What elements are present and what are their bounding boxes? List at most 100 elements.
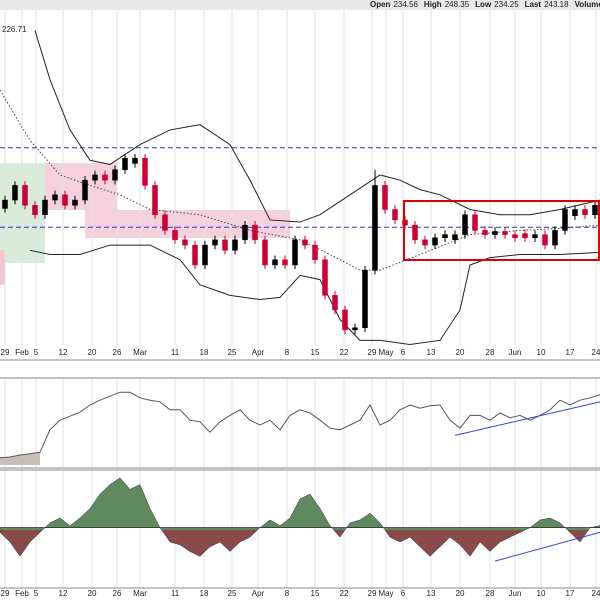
price-panel	[0, 30, 600, 346]
x-tick-label: 20	[456, 348, 465, 357]
candle-body	[482, 230, 488, 235]
candle-body	[262, 239, 268, 266]
candle-body	[382, 185, 388, 210]
x-tick-label: 25	[228, 348, 237, 357]
candle-body	[422, 239, 428, 246]
zone	[0, 250, 5, 285]
grid: 29 29 Feb Feb 5 5 12 12 20 20 26 26 Mar Mar 11 11 18 18 25…	[1, 10, 600, 598]
header-label: Low	[475, 0, 492, 9]
x-tick-label: 20	[88, 589, 97, 598]
candle-body	[152, 185, 158, 215]
histogram-area	[0, 530, 589, 557]
x-tick-label: 24	[592, 589, 600, 598]
x-tick-label: 17	[566, 589, 575, 598]
x-tick-label: 28	[486, 348, 495, 357]
candle-body	[22, 185, 28, 206]
x-tick-label: 11	[171, 589, 180, 598]
x-tick-label: 22	[340, 589, 349, 598]
x-tick-label: 20	[88, 348, 97, 357]
header-value: 234.25	[494, 0, 519, 9]
candle-body	[502, 231, 508, 235]
candle-body	[442, 234, 448, 238]
x-tick-label: Apr	[252, 348, 265, 357]
x-tick-label: 15	[311, 589, 320, 598]
x-tick-label: 24	[592, 348, 600, 357]
x-tick-label: Feb	[15, 589, 29, 598]
indicator-fill	[0, 452, 40, 465]
candle-body	[342, 309, 348, 331]
x-tick-label: 26	[113, 589, 122, 598]
x-tick-label: 13	[427, 348, 436, 357]
candle-body	[282, 259, 288, 266]
candle-body	[112, 169, 118, 181]
candle-body	[552, 230, 558, 246]
candle-body	[472, 214, 478, 231]
candle-body	[412, 224, 418, 241]
candle-body	[432, 237, 438, 246]
candle-body	[562, 209, 568, 231]
x-tick-label: 28	[486, 589, 495, 598]
trend-line	[494, 531, 600, 562]
zone	[45, 163, 117, 210]
candle-body	[542, 234, 548, 246]
x-tick-label: May	[378, 348, 393, 357]
histogram-area	[0, 477, 600, 530]
candle-body	[202, 244, 208, 266]
x-tick-label: Jun	[509, 589, 522, 598]
x-tick-label: 11	[171, 348, 180, 357]
candle-body	[12, 185, 18, 201]
x-tick-label: 6	[401, 348, 406, 357]
candle-body	[102, 174, 108, 181]
header-bar	[0, 0, 600, 10]
indicator-line	[0, 391, 600, 459]
candle-body	[42, 199, 48, 215]
candle-body	[572, 209, 578, 217]
x-tick-label: 20	[456, 589, 465, 598]
band-line	[0, 89, 600, 271]
x-tick-label: Mar	[133, 589, 147, 598]
candle-body	[532, 234, 538, 238]
candle-body	[312, 244, 318, 260]
x-tick-label: 18	[200, 589, 209, 598]
x-tick-label: Jun	[509, 348, 522, 357]
x-tick-label: 5	[34, 348, 39, 357]
header-label: Open	[370, 0, 391, 9]
x-tick-label: 29	[1, 348, 10, 357]
histogram-panel	[0, 477, 600, 562]
candle-body	[302, 239, 308, 246]
x-tick-label: 29	[1, 589, 10, 598]
candle-body	[172, 230, 178, 241]
x-tick-label: 5	[34, 589, 39, 598]
candle-body	[392, 209, 398, 221]
candle-body	[332, 295, 338, 311]
x-tick-label: 29	[368, 348, 377, 357]
x-tick-label: 29	[368, 589, 377, 598]
candle-body	[292, 239, 298, 266]
candle-body	[582, 209, 588, 215]
candle-body	[452, 234, 458, 241]
x-tick-label: 8	[285, 348, 290, 357]
x-tick-label: Mar	[133, 348, 147, 357]
candle-body	[252, 224, 258, 241]
candle-body	[2, 199, 8, 209]
x-tick-label: 8	[285, 589, 290, 598]
highlight-box	[403, 200, 600, 261]
header-value: 234.56	[393, 0, 418, 9]
x-tick-label: 6	[401, 589, 406, 598]
candle-body	[242, 224, 248, 241]
x-tick-label: Feb	[15, 348, 29, 357]
x-tick-label: May	[378, 589, 393, 598]
candle-body	[52, 194, 58, 201]
candle-body	[122, 157, 128, 170]
x-tick-label: 12	[59, 589, 68, 598]
header: Open 234.56 High 248.35 Low 234.25 Last 243.18 V…	[370, 0, 600, 9]
candle-body	[192, 244, 198, 266]
frames	[0, 359, 600, 589]
x-tick-label: 18	[200, 348, 209, 357]
x-tick-label: 12	[59, 348, 68, 357]
header-value: 243.18	[544, 0, 569, 9]
header-label: Last	[525, 0, 542, 9]
candle-body	[492, 231, 498, 235]
x-tick-label: 10	[537, 589, 546, 598]
header-label: High	[424, 0, 442, 9]
